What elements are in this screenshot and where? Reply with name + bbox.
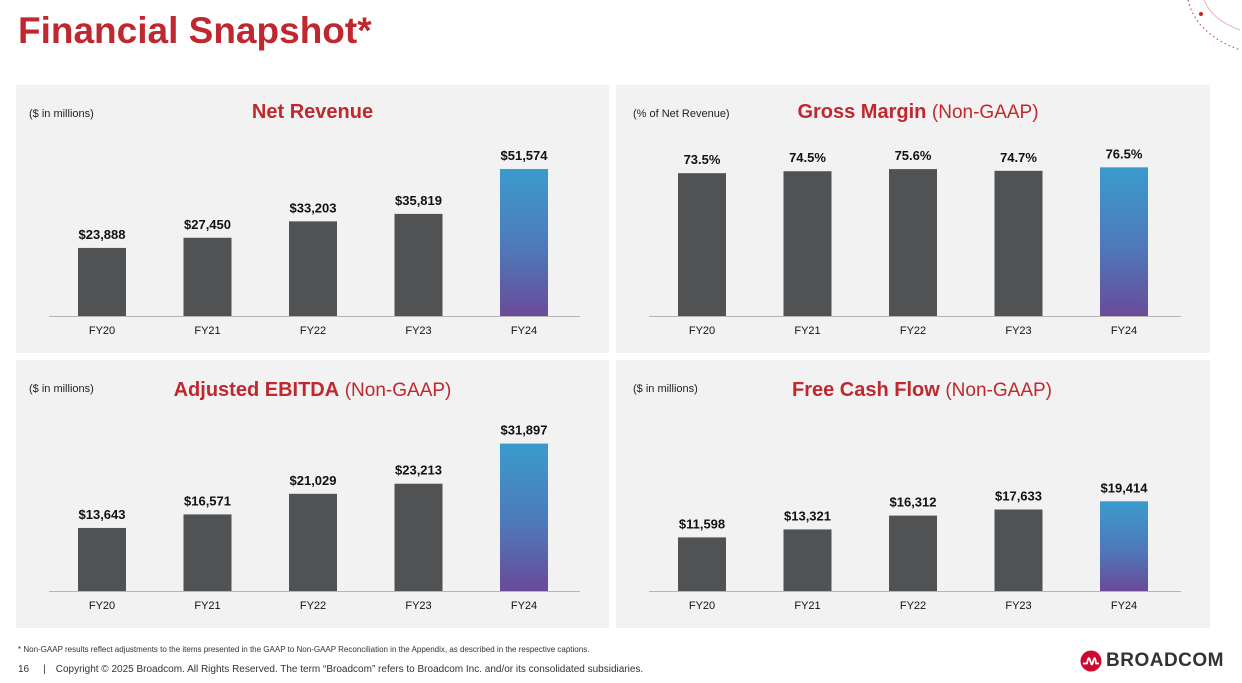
unit-label: ($ in millions) <box>29 383 94 395</box>
data-label: $21,029 <box>290 473 337 488</box>
bar-fy23 <box>394 483 443 591</box>
gross-margin-panel: 73.5% FY20 74.5% FY21 75.6% FY22 74.7% FY23 76.5… <box>616 85 1210 353</box>
bar-fy22 <box>289 493 337 591</box>
x-tick-label: FY24 <box>1111 325 1137 337</box>
data-label: $13,321 <box>784 508 831 523</box>
x-tick-label: FY23 <box>1005 600 1031 612</box>
bar-fy24 <box>1100 167 1148 316</box>
footer: 16 | Copyright © 2025 Broadcom. All Rights… <box>18 664 643 675</box>
chart-title-main: Adjusted EBITDA <box>173 379 340 401</box>
gross-margin-chart: 73.5% FY20 74.5% FY21 75.6% FY22 74.7% FY23 76.5… <box>649 146 1181 337</box>
x-tick-label: FY23 <box>405 325 431 337</box>
bar-fy20 <box>678 537 726 591</box>
net-revenue-chart: $23,888 FY20 $27,450 FY21 $33,203 FY22 $35,819… <box>49 148 580 337</box>
footnote: * Non-GAAP results reflect adjustments t… <box>18 645 590 654</box>
data-label: $23,888 <box>79 227 126 242</box>
chart-title: Adjusted EBITDA (Non-GAAP) <box>16 379 609 402</box>
broadcom-logo-icon <box>1080 650 1102 672</box>
x-tick-label: FY21 <box>794 325 820 337</box>
bar-fy21 <box>783 171 832 316</box>
bar-fy24 <box>500 169 548 316</box>
x-tick-label: FY22 <box>300 600 326 612</box>
x-tick-label: FY20 <box>689 600 715 612</box>
data-label: 76.5% <box>1106 146 1143 161</box>
chart-title: Net Revenue <box>16 101 609 124</box>
x-tick-label: FY23 <box>1005 325 1031 337</box>
data-label: 75.6% <box>895 148 932 163</box>
broadcom-logo: BROADCOM <box>1080 650 1224 672</box>
bar-fy20 <box>78 527 126 591</box>
bar-fy23 <box>994 170 1043 316</box>
bar-fy22 <box>889 169 937 316</box>
unit-label: ($ in millions) <box>633 383 698 395</box>
data-label: $11,598 <box>679 516 725 531</box>
bar-fy23 <box>394 213 443 316</box>
page-number: 16 <box>18 664 30 675</box>
data-label: $13,643 <box>79 507 126 522</box>
data-label: $31,897 <box>501 423 548 438</box>
bar-fy21 <box>183 237 232 316</box>
adjusted-ebitda-chart: $13,643 FY20 $16,571 FY21 $21,029 FY22 $23,213… <box>49 423 580 612</box>
data-label: 74.5% <box>789 150 826 165</box>
chart-title: Gross Margin (Non-GAAP) <box>616 101 1210 124</box>
bar-fy21 <box>183 514 232 591</box>
x-tick-label: FY21 <box>194 325 220 337</box>
x-tick-label: FY20 <box>89 325 115 337</box>
data-label: 73.5% <box>684 152 721 167</box>
x-tick-label: FY24 <box>511 325 537 337</box>
x-tick-label: FY24 <box>511 600 537 612</box>
x-tick-label: FY20 <box>689 325 715 337</box>
x-tick-label: FY22 <box>900 325 926 337</box>
x-tick-label: FY21 <box>194 600 220 612</box>
data-label: $23,213 <box>395 463 442 478</box>
copyright-text: Copyright © 2025 Broadcom. All Rights Re… <box>55 664 644 675</box>
chart-title-main: Free Cash Flow <box>791 379 940 401</box>
data-label: 74.7% <box>1000 150 1037 165</box>
chart-title-subtitle: (Non-GAAP) <box>344 380 452 401</box>
footer-separator: | <box>43 664 46 675</box>
chart-title-main: Gross Margin <box>797 101 927 123</box>
bar-fy24 <box>500 443 548 591</box>
chart-title-main: Net Revenue <box>251 101 374 123</box>
bar-fy20 <box>678 173 726 316</box>
page-title: Financial Snapshot* <box>18 10 372 51</box>
x-tick-label: FY21 <box>794 600 820 612</box>
decorative-dots-icon <box>1187 0 1241 51</box>
unit-label: ($ in millions) <box>29 108 94 120</box>
data-label: $51,574 <box>501 148 549 163</box>
free-cash-flow-panel: $11,598 FY20 $13,321 FY21 $16,312 FY22 $17,633… <box>616 360 1210 628</box>
bar-fy24 <box>1100 501 1148 591</box>
x-tick-label: FY22 <box>900 600 926 612</box>
chart-title: Free Cash Flow (Non-GAAP) <box>616 379 1210 402</box>
data-label: $16,571 <box>184 493 231 508</box>
free-cash-flow-chart: $11,598 FY20 $13,321 FY21 $16,312 FY22 $17,633… <box>649 480 1181 612</box>
chart-title-subtitle: (Non-GAAP) <box>945 380 1052 401</box>
logo-text: BROADCOM <box>1106 650 1224 671</box>
bar-fy22 <box>289 221 337 316</box>
data-label: $27,450 <box>184 217 231 232</box>
bar-fy20 <box>78 247 126 316</box>
data-label: $19,414 <box>1101 480 1149 495</box>
x-tick-label: FY22 <box>300 325 326 337</box>
x-tick-label: FY23 <box>405 600 431 612</box>
chart-title-subtitle: (Non-GAAP) <box>931 102 1039 123</box>
net-revenue-panel: $23,888 FY20 $27,450 FY21 $33,203 FY22 $35,819… <box>16 85 609 353</box>
x-tick-label: FY24 <box>1111 600 1137 612</box>
data-label: $35,819 <box>395 193 442 208</box>
bar-fy21 <box>783 529 832 591</box>
data-label: $17,633 <box>995 489 1042 504</box>
adjusted-ebitda-panel: $13,643 FY20 $16,571 FY21 $21,029 FY22 $23,213… <box>16 360 609 628</box>
x-tick-label: FY20 <box>89 600 115 612</box>
data-label: $33,203 <box>290 200 337 215</box>
unit-label: (% of Net Revenue) <box>633 108 730 120</box>
data-label: $16,312 <box>890 495 937 510</box>
bar-fy22 <box>889 515 937 591</box>
bar-fy23 <box>994 509 1043 591</box>
